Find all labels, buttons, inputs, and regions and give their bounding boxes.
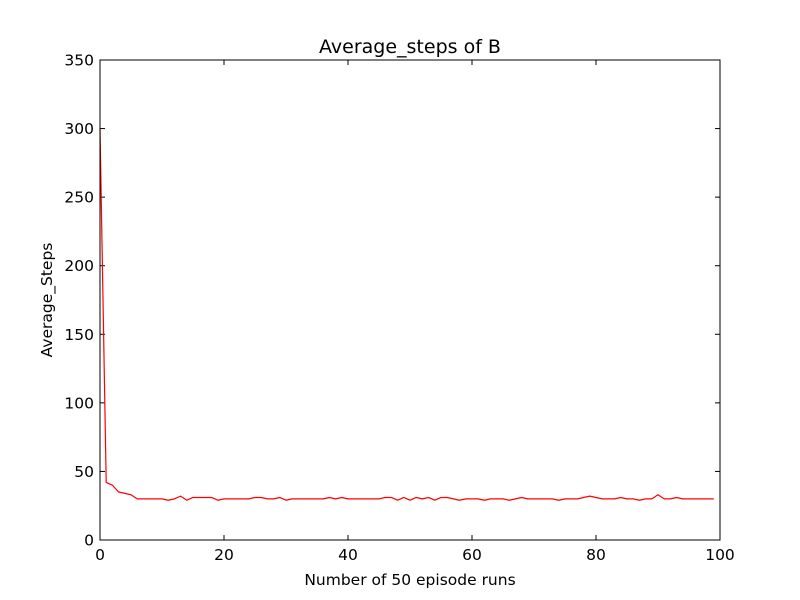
x-axis-label: Number of 50 episode runs [304,571,515,589]
x-tick-label: 40 [338,546,358,564]
x-tick-label: 0 [95,546,105,564]
y-tick-label: 250 [64,189,94,207]
y-axis-ticks: 0 50 100 150 200 250 300 350 [64,52,720,550]
y-tick-label: 350 [64,52,94,70]
y-tick-label: 300 [64,120,94,138]
chart-title: Average_steps of B [319,36,501,58]
y-tick-label: 200 [64,257,94,275]
y-tick-label: 0 [84,532,94,550]
x-tick-label: 20 [214,546,234,564]
x-tick-label: 100 [705,546,735,564]
series-line [99,128,714,501]
x-tick-label: 80 [586,546,606,564]
x-tick-label: 60 [462,546,482,564]
y-tick-label: 100 [64,394,94,412]
x-axis-ticks: 0 20 40 60 80 100 [95,60,735,564]
y-axis-label: Average_Steps [38,243,57,358]
y-tick-label: 150 [64,326,94,344]
plot-frame [99,59,721,541]
y-tick-label: 50 [74,463,94,481]
